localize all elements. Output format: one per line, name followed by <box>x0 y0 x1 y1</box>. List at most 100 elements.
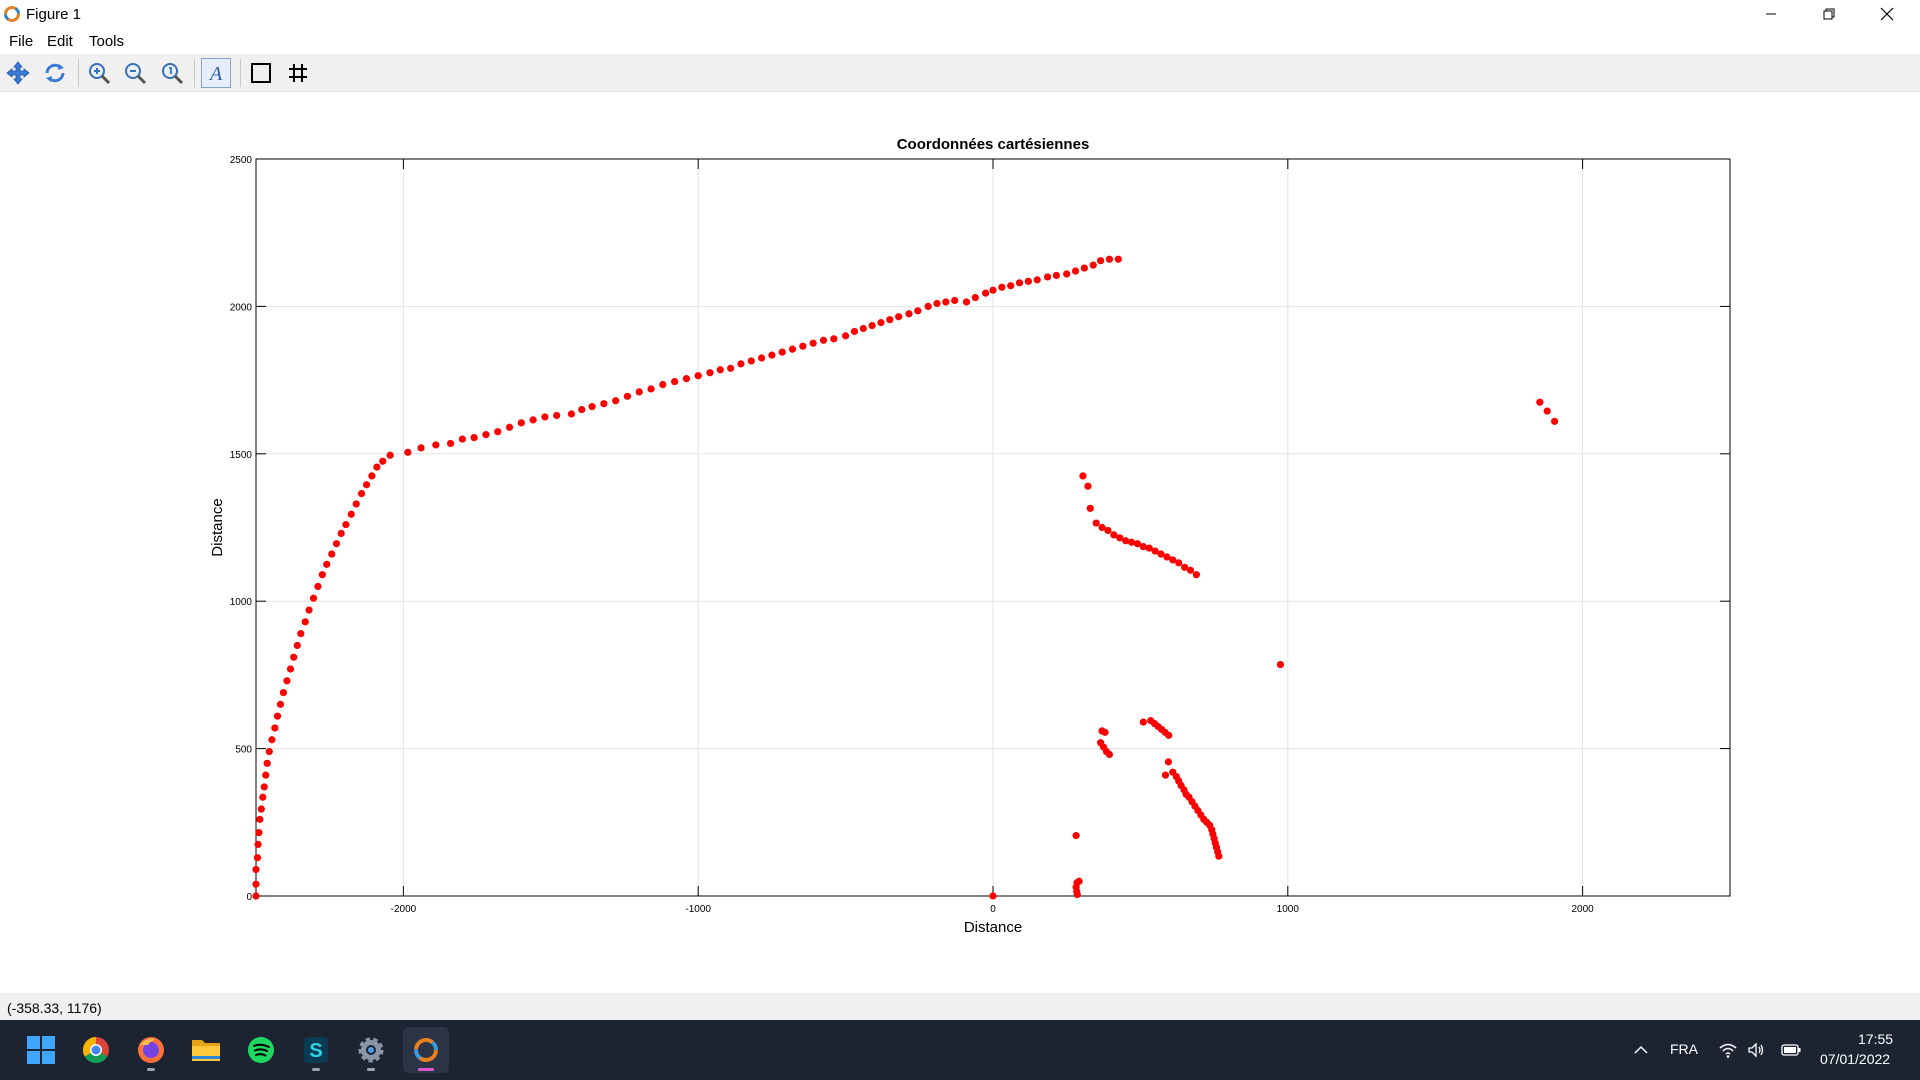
data-point <box>623 392 632 400</box>
taskbar-file-explorer[interactable] <box>183 1027 229 1073</box>
data-point <box>809 339 817 347</box>
data-point <box>933 299 941 308</box>
data-point <box>859 324 867 333</box>
x-tick-label: 1000 <box>1277 904 1300 915</box>
data-point <box>647 385 655 393</box>
data-point <box>971 293 979 302</box>
data-point <box>332 540 341 548</box>
data-point <box>263 759 271 767</box>
data-point <box>297 630 305 638</box>
figure-toolbar: A <box>0 54 1920 92</box>
text-annotation-button[interactable]: A <box>201 58 231 88</box>
toolbar-separator <box>194 59 195 87</box>
running-indicator <box>147 1068 155 1071</box>
data-point <box>716 366 724 374</box>
close-icon <box>1880 7 1894 21</box>
chevron-up-icon[interactable] <box>1633 1042 1649 1058</box>
pan-button[interactable] <box>3 58 33 88</box>
data-point <box>1114 255 1122 263</box>
clock-time[interactable]: 17:55 <box>1858 1031 1894 1047</box>
taskbar-firefox[interactable] <box>128 1027 174 1073</box>
data-point <box>259 793 267 801</box>
status-bar: (-358.33, 1176) <box>0 993 1920 1020</box>
data-point <box>989 892 997 900</box>
plot-canvas[interactable]: -2000 -1000 0 1000 200005001000150020002500 … <box>0 92 1920 992</box>
x-tick-label: 0 <box>990 904 996 915</box>
data-point <box>260 783 268 791</box>
data-point <box>1139 718 1147 726</box>
data-point <box>600 400 608 408</box>
data-point <box>337 529 345 537</box>
data-point <box>737 360 745 368</box>
clock-date[interactable]: 07/01/2022 <box>1820 1051 1891 1067</box>
close-button[interactable] <box>1858 0 1916 28</box>
rotate-button[interactable] <box>40 58 70 88</box>
grid-button[interactable] <box>283 58 313 88</box>
data-point <box>1145 544 1153 552</box>
battery-icon[interactable] <box>1780 1041 1802 1059</box>
taskbar-chrome[interactable] <box>73 1027 119 1073</box>
x-tick-label: 2000 <box>1571 904 1594 915</box>
wifi-icon[interactable] <box>1719 1041 1737 1059</box>
data-point <box>446 439 455 448</box>
data-point <box>314 582 322 591</box>
data-point <box>517 419 525 427</box>
app-s-icon: S <box>304 1037 328 1063</box>
language-indicator[interactable]: FRA <box>1670 1041 1698 1057</box>
data-point <box>271 724 279 732</box>
taskbar: S FRA 17:55 07/01/2022 <box>0 1020 1920 1080</box>
data-point <box>1073 890 1081 899</box>
taskbar-spotify[interactable] <box>238 1027 284 1073</box>
restore-button[interactable] <box>1800 0 1858 28</box>
running-indicator <box>367 1068 375 1071</box>
data-point <box>1169 556 1177 564</box>
data-point <box>1075 877 1083 885</box>
data-point <box>1105 750 1114 759</box>
taskbar-settings[interactable] <box>348 1027 394 1073</box>
data-point <box>1175 559 1183 567</box>
x-tick-label: -2000 <box>391 904 417 915</box>
menu-file[interactable]: File <box>9 33 34 50</box>
data-point <box>1084 482 1092 490</box>
menu-edit[interactable]: Edit <box>47 33 73 50</box>
data-point <box>1276 660 1285 669</box>
data-point <box>368 472 376 480</box>
taskbar-octave[interactable] <box>403 1027 449 1073</box>
data-point <box>432 441 440 449</box>
axes-box-button[interactable] <box>246 58 276 88</box>
active-indicator <box>418 1068 434 1071</box>
taskbar-app-s[interactable]: S <box>293 1027 339 1073</box>
data-point <box>757 354 766 362</box>
start-button[interactable] <box>18 1027 64 1073</box>
x-axis-label: Distance <box>964 919 1022 936</box>
volume-icon[interactable] <box>1747 1041 1765 1059</box>
data-point <box>262 771 270 779</box>
data-point <box>470 433 478 442</box>
zoom-in-button[interactable] <box>84 58 114 88</box>
windows-start-icon <box>27 1036 55 1064</box>
data-point <box>1024 277 1032 285</box>
y-tick-label: 2500 <box>230 155 253 166</box>
data-point <box>253 854 262 862</box>
data-point <box>505 423 514 431</box>
zoom-out-button[interactable] <box>120 58 150 88</box>
menu-tools[interactable]: Tools <box>89 33 125 50</box>
toolbar-separator <box>78 59 79 87</box>
data-point <box>482 431 490 439</box>
svg-text:S: S <box>309 1040 322 1062</box>
data-point <box>768 351 776 359</box>
data-point <box>257 805 265 813</box>
data-point <box>494 428 502 436</box>
chrome-icon <box>82 1036 109 1064</box>
data-point <box>279 688 288 697</box>
data-point <box>1215 852 1223 860</box>
data-point <box>373 463 381 471</box>
octave-icon <box>414 1038 438 1062</box>
data-point <box>309 594 318 602</box>
data-point <box>379 457 387 465</box>
data-point <box>357 489 366 498</box>
restore-icon <box>1823 8 1835 20</box>
data-point <box>1015 279 1024 287</box>
zoom-reset-button[interactable] <box>157 58 187 88</box>
minimize-button[interactable] <box>1742 0 1800 28</box>
